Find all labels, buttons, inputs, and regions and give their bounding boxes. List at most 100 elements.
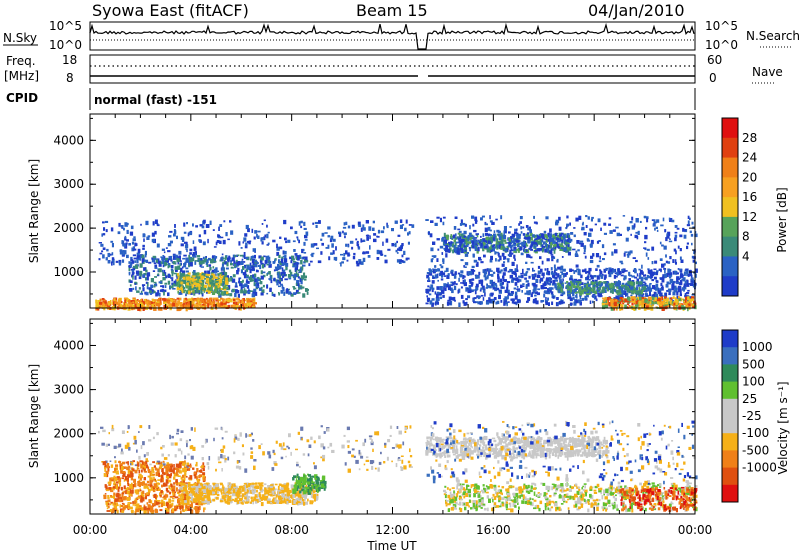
echo-cell	[619, 271, 622, 274]
echo-cell	[399, 431, 403, 435]
echo-cell	[226, 292, 229, 295]
echo-cell	[340, 262, 342, 266]
echo-cell	[302, 293, 305, 297]
echo-cell	[409, 448, 411, 452]
echo-cell	[499, 236, 502, 240]
echo-cell	[591, 282, 594, 285]
echo-cell	[525, 262, 527, 264]
echo-cell	[327, 428, 330, 431]
echo-cell	[521, 290, 523, 293]
cpid-panel: CPID normal (fast) -151	[6, 88, 695, 110]
echo-cell	[377, 250, 380, 254]
echo-cell	[361, 240, 364, 242]
echo-cell	[680, 289, 682, 293]
echo-cell	[537, 248, 540, 251]
echo-cell	[330, 443, 333, 447]
echo-cell	[598, 287, 601, 290]
echo-cell	[692, 298, 694, 301]
echo-cell	[142, 255, 145, 259]
echo-cell	[425, 219, 429, 221]
echo-cell	[257, 280, 259, 283]
echo-cell	[576, 251, 578, 254]
echo-cell	[145, 270, 147, 273]
echo-cell	[254, 255, 256, 259]
echo-cell	[202, 285, 204, 289]
echo-cell	[581, 227, 584, 231]
echo-cell	[276, 281, 278, 286]
echo-cell	[252, 279, 255, 281]
echo-cell	[351, 247, 353, 250]
echo-cell	[196, 276, 199, 278]
echo-cell	[225, 458, 227, 460]
echo-cell	[249, 434, 251, 437]
echo-cell	[521, 253, 524, 256]
echo-cell	[300, 226, 302, 228]
echo-cell	[633, 296, 636, 299]
echo-cell	[104, 301, 107, 303]
echo-cell	[148, 425, 150, 429]
echo-cell	[475, 247, 477, 251]
echo-cell	[163, 298, 165, 302]
echo-cell	[262, 223, 264, 225]
echo-cell	[149, 290, 152, 293]
echo-cell	[465, 250, 467, 252]
echo-cell	[678, 296, 680, 298]
echo-cell	[202, 304, 204, 306]
echo-cell	[182, 475, 184, 479]
echo-cell	[114, 298, 116, 301]
echo-cell	[175, 230, 177, 234]
echo-cell	[634, 223, 636, 227]
echo-cell	[576, 281, 580, 283]
echo-cell	[168, 300, 171, 303]
echo-cell	[557, 240, 560, 242]
echo-cell	[390, 435, 392, 437]
echo-cell	[191, 456, 194, 460]
echo-cell	[624, 253, 626, 257]
echo-cell	[511, 271, 513, 273]
echo-cell	[565, 242, 568, 245]
echo-cell	[242, 284, 245, 286]
echo-cell	[124, 298, 127, 300]
echo-cell	[178, 448, 181, 451]
echo-cell	[660, 225, 663, 227]
echo-cell	[186, 282, 189, 284]
freq-trace	[90, 66, 695, 76]
echo-cell	[666, 284, 669, 288]
echo-cell	[682, 287, 685, 291]
echo-cell	[519, 300, 521, 303]
echo-cell	[465, 254, 468, 257]
echo-cell	[167, 250, 170, 252]
echo-cell	[237, 461, 239, 464]
echo-cell	[138, 431, 140, 433]
echo-cell	[136, 301, 138, 303]
echo-cell	[378, 467, 380, 471]
echo-cell	[257, 236, 259, 240]
colorbar-tick-label: 28	[742, 131, 757, 145]
echo-cell	[228, 257, 231, 259]
echo-cell	[630, 301, 633, 303]
echo-cell	[615, 276, 618, 278]
echo-cell	[566, 216, 568, 219]
echo-cell	[502, 276, 504, 279]
echo-cell	[240, 290, 244, 294]
echo-cell	[173, 464, 175, 467]
echo-cell	[619, 261, 622, 263]
echo-cell	[160, 256, 162, 258]
echo-cell	[121, 225, 124, 228]
echo-cell	[641, 277, 644, 281]
echo-cell	[137, 504, 139, 506]
echo-cell	[251, 451, 254, 454]
echo-cell	[209, 456, 211, 460]
echo-cell	[226, 262, 228, 266]
echo-cell	[561, 273, 564, 275]
echo-cell	[370, 460, 373, 464]
echo-cell	[159, 268, 162, 272]
echo-cell	[646, 253, 648, 257]
echo-cell	[185, 285, 188, 288]
echo-cell	[687, 290, 690, 292]
echo-cell	[186, 271, 189, 273]
echo-cell	[199, 234, 201, 237]
echo-cell	[520, 216, 523, 219]
echo-cell	[309, 445, 312, 449]
echo-cell	[296, 280, 299, 284]
